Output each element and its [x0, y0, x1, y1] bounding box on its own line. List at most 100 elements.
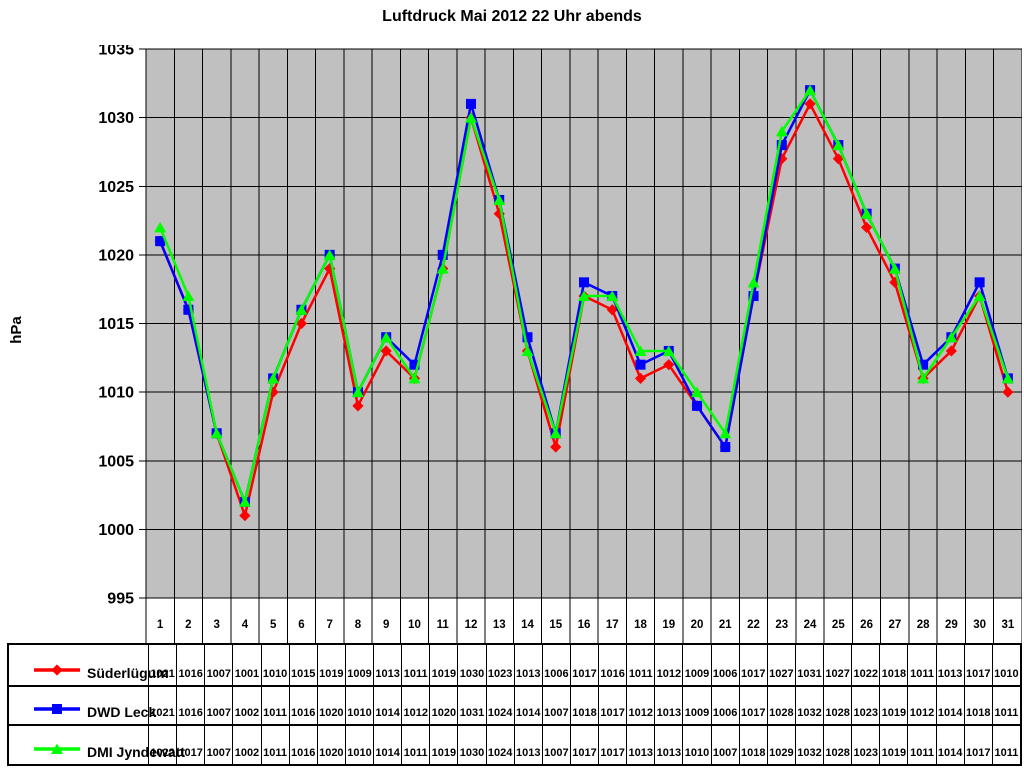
value-cell: 1015	[288, 645, 317, 685]
category-label: 30	[973, 619, 986, 631]
value-cell: 1019	[879, 684, 908, 725]
data-point-marker	[606, 290, 619, 302]
category-label: 10	[408, 619, 421, 631]
data-point-marker	[182, 290, 195, 302]
category-label: 12	[465, 619, 478, 631]
value-cell: 1013	[513, 724, 542, 764]
category-label: 21	[719, 619, 732, 631]
value-cell: 1029	[766, 724, 795, 764]
value-cell: 1023	[851, 724, 880, 764]
value-cell: 1018	[569, 684, 599, 725]
category-label: 26	[860, 619, 873, 631]
value-cell: 1019	[429, 645, 457, 685]
data-point-marker	[380, 345, 392, 357]
data-point-marker	[662, 345, 675, 356]
value-cell: 1031	[457, 684, 486, 725]
legend-label: DMI Jyndewatt	[87, 744, 186, 760]
value-cell: 1023	[485, 645, 514, 685]
category-label: 28	[917, 619, 930, 631]
value-cell: 1002	[232, 724, 261, 764]
data-point-marker	[239, 510, 251, 522]
data-point-marker	[720, 442, 731, 453]
value-cell: 1021	[148, 645, 176, 685]
data-point-marker	[663, 359, 675, 371]
data-point-marker	[1002, 386, 1014, 398]
value-cell: 1009	[682, 645, 710, 685]
data-point-marker	[550, 441, 562, 453]
data-point-marker	[775, 125, 788, 137]
category-label: 2	[185, 619, 191, 631]
value-cell: 1014	[513, 684, 542, 725]
value-cell: 1018	[879, 645, 907, 685]
y-tick-label: 1010	[98, 385, 134, 402]
legend-marker-icon-triangle	[34, 743, 80, 754]
legend-cell-1: DWD Leck	[9, 684, 156, 725]
category-label: 4	[242, 619, 249, 631]
category-label: 1	[157, 619, 164, 631]
legend-marker	[51, 664, 63, 676]
category-label: 14	[521, 619, 534, 631]
category-label: 13	[493, 619, 506, 631]
category-label: 11	[437, 619, 450, 631]
data-point-marker	[154, 221, 167, 233]
y-tick-label: 1035	[98, 45, 134, 59]
data-point-marker	[549, 427, 562, 439]
value-cell: 1013	[513, 645, 542, 685]
category-label: 7	[326, 619, 332, 631]
value-cell: 1017	[738, 645, 767, 685]
value-cell: 1010	[344, 684, 374, 725]
data-point-marker	[945, 345, 957, 357]
category-label: 29	[945, 619, 958, 631]
data-point-marker	[465, 98, 476, 109]
data-point-marker	[918, 359, 929, 370]
y-tick-label: 1000	[98, 522, 134, 539]
value-cell: 1030	[457, 645, 485, 685]
value-cell: 1017	[569, 724, 599, 764]
value-cell: 1017	[176, 724, 205, 764]
legend-marker	[51, 743, 63, 754]
data-point-marker	[493, 194, 506, 205]
data-point-marker	[945, 331, 958, 343]
data-point-marker	[380, 331, 393, 343]
value-cell: 1013	[654, 684, 683, 725]
value-cell: 1011	[401, 645, 429, 685]
value-cell: 1016	[176, 684, 205, 725]
value-cell: 1012	[401, 684, 430, 725]
category-label: 25	[832, 619, 845, 631]
category-label: 5	[270, 619, 277, 631]
value-cell: 1007	[541, 724, 570, 764]
value-cell: 1011	[626, 645, 654, 685]
category-label: 20	[691, 619, 704, 631]
value-cell: 1028	[823, 684, 852, 725]
data-point-marker	[692, 400, 703, 411]
data-point-marker	[634, 372, 647, 384]
data-point-marker	[351, 386, 364, 398]
legend-marker-icon-square	[34, 704, 80, 715]
value-cell: 1007	[204, 645, 232, 685]
category-label: 27	[888, 619, 901, 631]
y-tick-label: 1030	[98, 110, 134, 127]
value-cell: 1016	[598, 645, 626, 685]
value-cell: 1023	[851, 684, 880, 725]
data-point-marker	[860, 208, 873, 219]
category-label: 24	[804, 619, 817, 631]
data-point-marker	[691, 386, 704, 398]
value-cell: 1028	[766, 684, 795, 725]
value-cell: 1022	[148, 724, 177, 764]
value-cell: 1013	[626, 724, 655, 764]
value-cell: 1020	[316, 684, 345, 725]
category-label: 16	[578, 619, 591, 631]
data-point-marker	[832, 153, 844, 165]
value-cell: 1006	[541, 645, 570, 685]
data-point-marker	[634, 345, 647, 356]
value-cell: 1017	[598, 684, 627, 725]
legend-marker-icon-diamond	[34, 664, 80, 676]
value-cell: 1017	[963, 724, 992, 764]
chart-title: Luftdruck Mai 2012 22 Uhr abends	[382, 8, 642, 25]
data-point-marker	[267, 372, 280, 384]
data-point-marker	[155, 236, 166, 247]
value-cell: 1019	[316, 645, 345, 685]
category-label: 3	[213, 619, 219, 631]
